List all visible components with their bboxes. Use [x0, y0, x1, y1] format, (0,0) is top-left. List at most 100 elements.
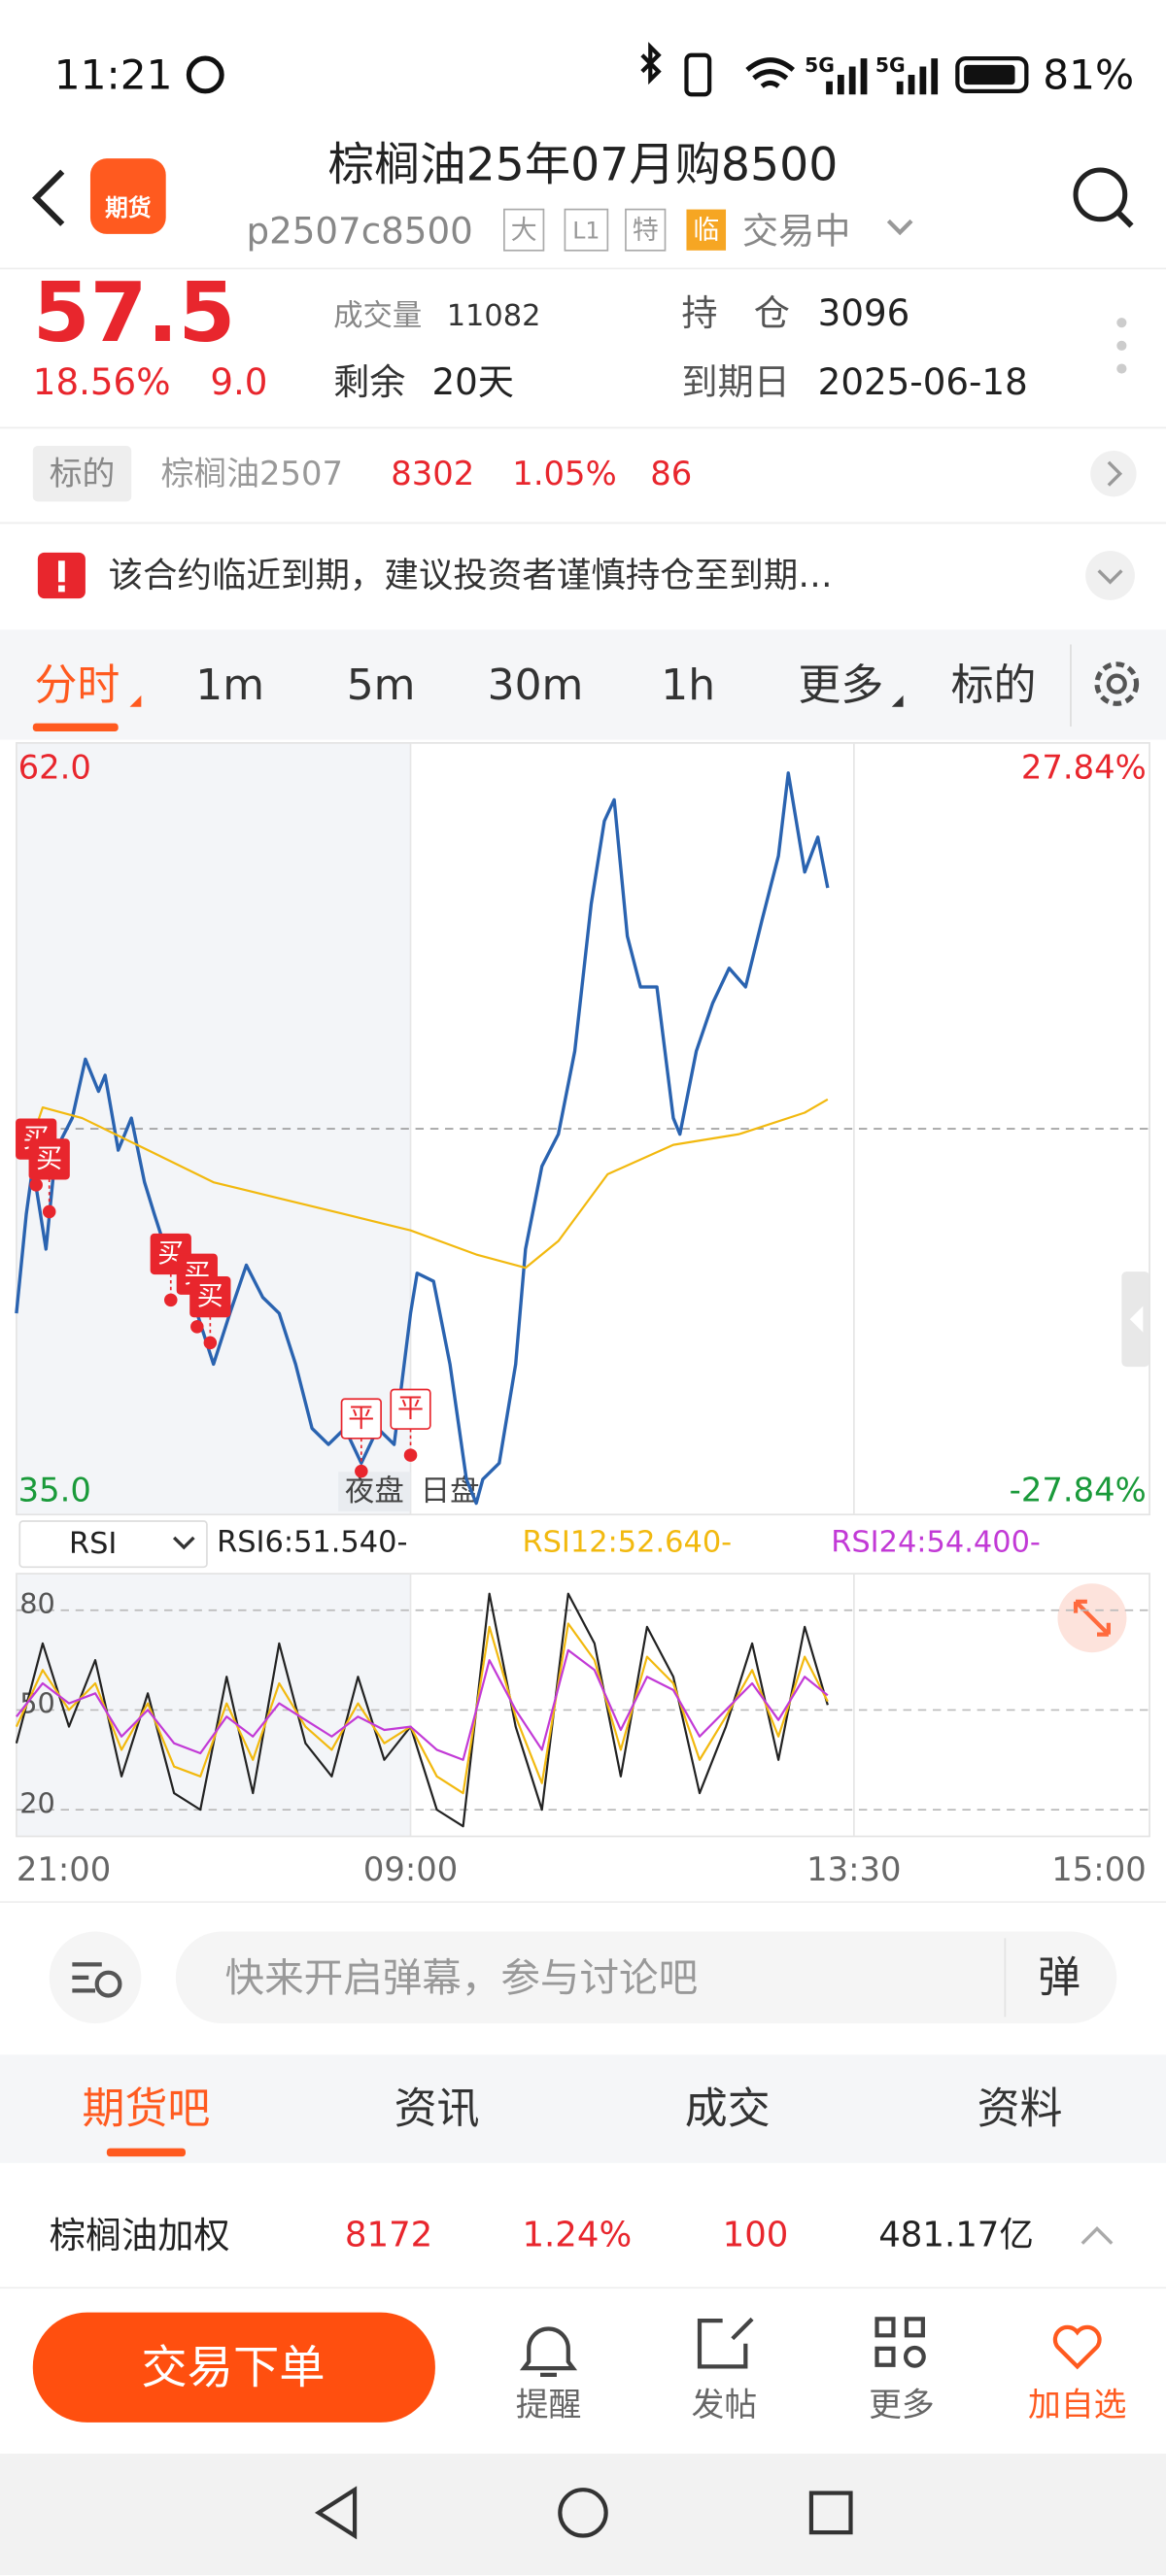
tab-underline — [106, 2148, 186, 2157]
remain: 20天 — [432, 360, 514, 403]
action-label[interactable]: 加自选 — [1028, 2386, 1126, 2423]
action-label[interactable]: 提醒 — [516, 2386, 582, 2423]
favorite-icon[interactable] — [1052, 2324, 1102, 2370]
underlying-name[interactable]: 棕榈油2507 — [161, 455, 343, 492]
expiry: 2025-06-18 — [818, 360, 1028, 403]
warning-glyph — [58, 560, 65, 583]
tag: 特 — [633, 216, 659, 246]
ticker-collapse[interactable] — [1080, 2226, 1114, 2245]
marker-dot — [403, 1448, 418, 1462]
y2-tick-label: -27.84% — [1010, 1471, 1147, 1508]
indicator-name[interactable]: RSI — [69, 1527, 117, 1561]
section-tab[interactable]: 成交 — [685, 2085, 771, 2134]
search-button[interactable] — [1073, 167, 1128, 222]
network-label: 5G — [805, 53, 835, 77]
notice-expand[interactable] — [1085, 551, 1135, 600]
y-tick-label: 20 — [19, 1786, 55, 1819]
section-tab[interactable]: 资讯 — [394, 2085, 480, 2134]
oi-label: 持 仓 — [681, 291, 790, 334]
session-label-bg — [413, 1472, 487, 1511]
y-tick-label: 50 — [19, 1687, 55, 1720]
arrow-glyph — [1107, 460, 1123, 487]
underlying-change-percent: 1.05% — [512, 455, 616, 492]
tag-box — [625, 208, 667, 252]
battery-text: 81% — [1043, 51, 1134, 98]
more-dot — [1116, 363, 1127, 374]
back-button[interactable] — [32, 169, 65, 226]
app-logo — [89, 158, 166, 234]
signal-icon — [896, 58, 939, 95]
ticker-change: 100 — [723, 2216, 789, 2255]
danmaku-toggle[interactable] — [49, 1931, 142, 2024]
marker-box — [390, 1388, 431, 1430]
session-label: 日盘 — [421, 1474, 480, 1508]
legend-entry: RSI6:51.540- — [217, 1525, 407, 1559]
tab-underline — [32, 723, 119, 732]
underlying-label-box — [32, 445, 132, 502]
nav-recents[interactable] — [808, 2491, 853, 2535]
ticker-name[interactable]: 棕榈油加权 — [50, 2214, 230, 2256]
indicator-selector[interactable] — [18, 1520, 208, 1569]
logo-text: 期货 — [105, 194, 151, 221]
post-icon[interactable] — [697, 2317, 754, 2369]
tag: 临 — [693, 216, 719, 246]
period-tab[interactable]: 1h — [661, 661, 715, 710]
marker-dot — [164, 1293, 178, 1307]
period-tab[interactable]: 1m — [195, 661, 264, 710]
last-price: 57.5 — [33, 265, 235, 360]
more-icon-dot — [903, 2345, 926, 2368]
nav-back[interactable] — [314, 2486, 358, 2540]
settings-button[interactable] — [1094, 661, 1140, 706]
trade-button[interactable] — [32, 2312, 435, 2423]
fullscreen-glyph — [1073, 1599, 1111, 1637]
y-tick-label: 80 — [19, 1587, 55, 1620]
marker-label: 买 — [36, 1144, 62, 1174]
action-label[interactable]: 发帖 — [692, 2386, 758, 2423]
section-tab[interactable]: 资料 — [977, 2085, 1063, 2134]
change-percent: 18.56% — [33, 360, 171, 403]
series-line — [16, 1648, 829, 1761]
ticker-price: 8172 — [345, 2216, 432, 2255]
underlying-arrow[interactable] — [1090, 451, 1137, 497]
danmaku-button[interactable]: 弹 — [1038, 1952, 1080, 2002]
tag-box — [564, 208, 609, 252]
period-tab[interactable]: 30m — [488, 661, 584, 710]
nav-home[interactable] — [558, 2488, 608, 2538]
side-handle-arrow — [1129, 1305, 1144, 1333]
change: 9.0 — [210, 360, 267, 403]
session-label: 夜盘 — [345, 1474, 404, 1508]
more-icon[interactable] — [874, 2317, 925, 2367]
y-tick-label: 35.0 — [18, 1471, 91, 1508]
alert-icon[interactable] — [519, 2326, 578, 2377]
period-tab[interactable]: 更多 — [798, 661, 883, 710]
navigation-bar — [0, 2454, 1166, 2576]
battery-icon — [955, 55, 1029, 93]
comment-input[interactable] — [175, 1931, 1117, 2024]
trading-status: 交易中 — [742, 210, 851, 253]
status-dropdown[interactable] — [886, 219, 913, 236]
signal-icon — [826, 58, 868, 95]
section-tab[interactable]: 期货吧 — [83, 2085, 211, 2134]
comment-placeholder: 快来开启弹幕，参与讨论吧 — [225, 1954, 699, 2001]
underlying-label: 标的 — [50, 455, 116, 492]
series-line — [15, 1592, 829, 1828]
tag-box — [686, 209, 727, 251]
volume: 11082 — [447, 299, 541, 333]
action-label[interactable]: 更多 — [869, 2386, 935, 2423]
search-handle — [1115, 210, 1134, 228]
trade-button-label: 交易下单 — [141, 2342, 325, 2395]
y-tick-label: 62.0 — [18, 749, 91, 787]
period-tab[interactable]: 分时 — [34, 661, 120, 710]
marker-dot — [29, 1178, 43, 1192]
tag: 大 — [511, 216, 537, 246]
period-tab[interactable]: 标的 — [951, 661, 1037, 710]
series-line — [25, 1098, 829, 1270]
underlying-change: 86 — [650, 455, 692, 492]
marker-box — [340, 1398, 382, 1440]
ticker-change-percent: 1.24% — [522, 2216, 632, 2255]
period-tab[interactable]: 5m — [347, 661, 416, 710]
alarm-icon — [186, 55, 224, 94]
contract-code: p2507c8500 — [247, 210, 473, 253]
more-dot[interactable] — [1116, 318, 1127, 328]
